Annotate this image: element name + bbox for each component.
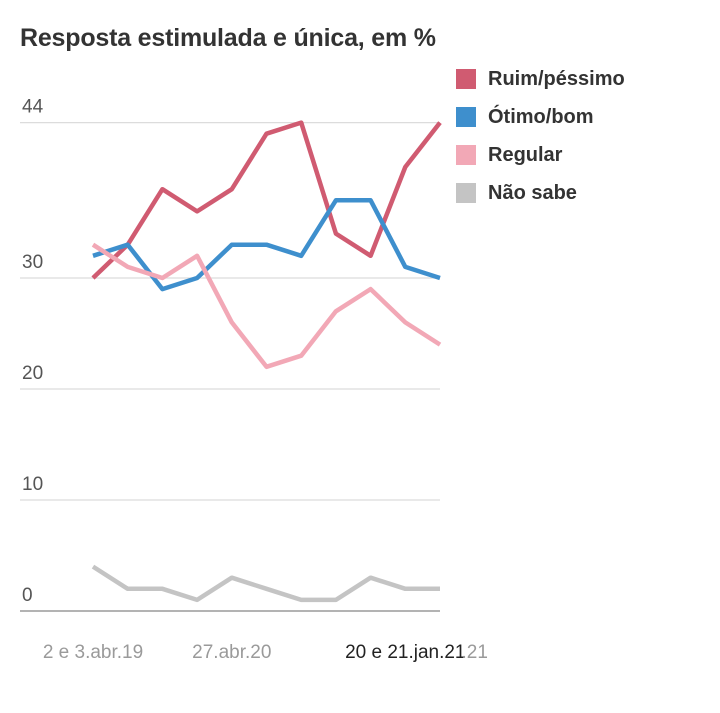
legend-swatch <box>456 145 476 165</box>
x-tick-label: 27.abr.20 <box>192 642 271 663</box>
chart-legend: Ruim/péssimo Ótimo/bom Regular Não sabe <box>456 60 625 212</box>
x-tick-label: 2 e 3.abr.19 <box>43 642 143 663</box>
legend-swatch <box>456 107 476 127</box>
y-tick-label: 20 <box>22 363 43 384</box>
legend-swatch <box>456 183 476 203</box>
y-axis-ticks: 0 10 20 30 44 <box>22 97 44 606</box>
x-tick-label: .21 <box>461 642 487 663</box>
legend-item: Ruim/péssimo <box>456 60 625 98</box>
legend-label: Ruim/péssimo <box>488 67 625 90</box>
grid-lines <box>20 121 440 612</box>
series-line-3 <box>91 564 440 603</box>
y-tick-label: 30 <box>22 252 43 273</box>
legend-item: Regular <box>456 136 625 174</box>
y-tick-label: 0 <box>22 585 33 606</box>
y-tick-label: 10 <box>22 474 43 495</box>
series-lines <box>91 120 442 603</box>
x-axis-ticks: 2 e 3.abr.19 27.abr.20 20 e 21.jan.21.21 <box>43 642 488 663</box>
legend-label: Não sabe <box>488 181 577 204</box>
series-line-0 <box>91 120 442 280</box>
chart-title: Resposta estimulada e única, em % <box>20 24 436 52</box>
legend-label: Regular <box>488 143 563 166</box>
legend-item: Ótimo/bom <box>456 98 625 136</box>
series-line-2 <box>91 242 442 370</box>
legend-item: Não sabe <box>456 174 625 212</box>
legend-label: Ótimo/bom <box>488 105 594 128</box>
y-tick-label: 44 <box>22 97 44 118</box>
legend-swatch <box>456 69 476 89</box>
x-tick-label: 20 e 21.jan.21 <box>345 642 465 663</box>
